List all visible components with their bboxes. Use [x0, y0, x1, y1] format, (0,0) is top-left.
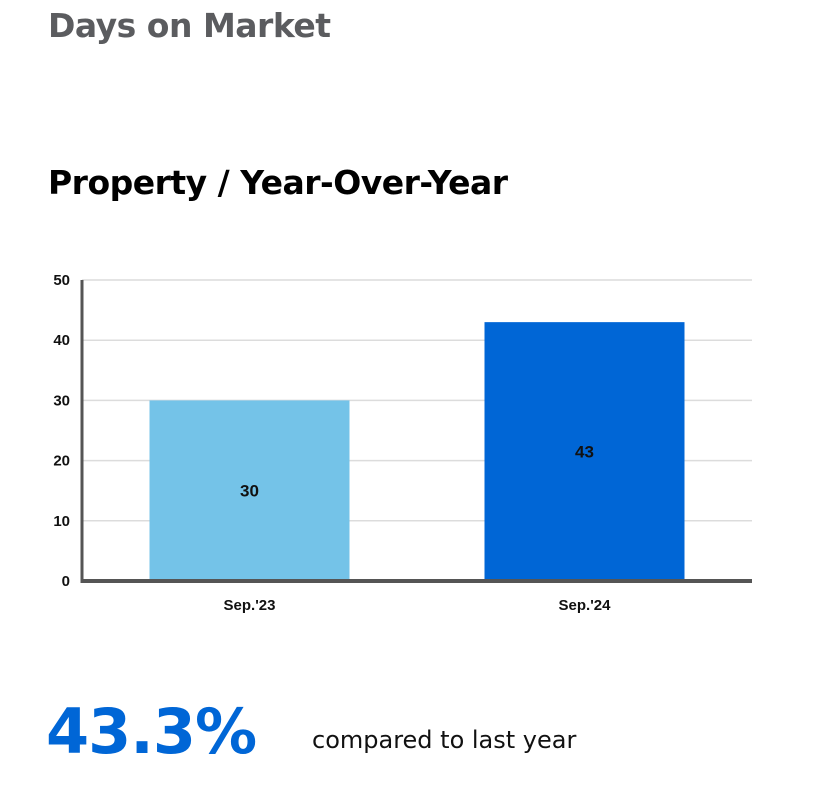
y-tick-label: 0: [62, 573, 70, 590]
bars: [149, 322, 685, 581]
data-labels: 30 43: [240, 443, 594, 501]
bar-data-label: 30: [240, 482, 259, 501]
page-title: Days on Market: [48, 6, 331, 45]
y-axis-ticks: 0 10 20 30 40 50: [53, 272, 70, 590]
x-tick-label: Sep.'23: [224, 597, 276, 614]
bar-0: [149, 400, 350, 581]
summary: 43.3% compared to last year: [46, 692, 576, 772]
bar-data-label: 43: [575, 443, 594, 462]
bar-1: [484, 322, 685, 581]
x-tick-label: Sep.'24: [559, 597, 612, 614]
y-tick-label: 40: [53, 332, 70, 349]
y-tick-label: 20: [53, 453, 70, 470]
x-axis-ticks: Sep.'23 Sep.'24: [224, 597, 612, 614]
y-tick-label: 10: [53, 513, 70, 530]
chart-title: Property / Year-Over-Year: [48, 163, 508, 202]
y-tick-label: 30: [53, 392, 70, 409]
y-tick-label: 50: [53, 272, 70, 289]
change-caption: compared to last year: [312, 726, 577, 754]
change-percentage: 43.3%: [46, 695, 257, 768]
axes: [80, 280, 752, 583]
bar-chart: 0 10 20 30 40 50 30 43 Sep.'23 Sep.'24: [53, 272, 752, 614]
